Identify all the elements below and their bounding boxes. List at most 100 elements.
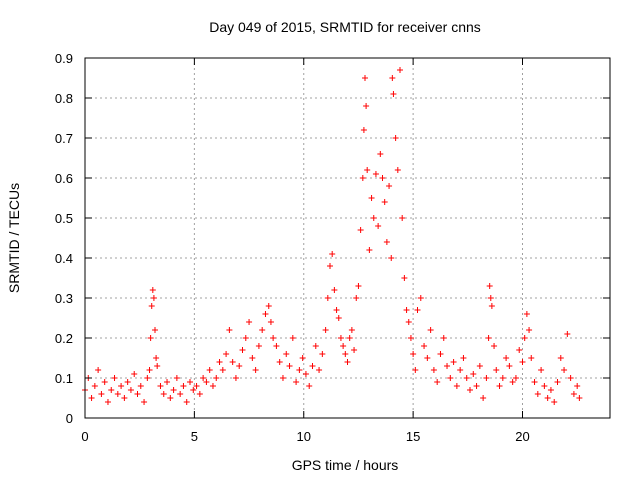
data-point xyxy=(203,379,210,385)
data-point xyxy=(567,375,574,381)
data-point xyxy=(370,215,377,221)
data-point xyxy=(333,307,340,313)
data-point xyxy=(206,367,213,373)
data-point xyxy=(357,227,364,233)
data-point xyxy=(252,367,259,373)
data-point xyxy=(101,379,108,385)
data-point xyxy=(473,383,480,389)
data-point xyxy=(576,395,583,401)
data-point xyxy=(276,359,283,365)
data-point xyxy=(316,367,323,373)
data-point xyxy=(541,383,548,389)
data-point xyxy=(324,295,331,301)
data-point xyxy=(259,327,266,333)
chart-title: Day 049 of 2015, SRMTID for receiver cnn… xyxy=(209,19,481,35)
data-point xyxy=(377,151,384,157)
data-point xyxy=(487,295,494,301)
data-point xyxy=(364,167,371,173)
y-tick-label: 0.9 xyxy=(55,51,73,66)
data-point xyxy=(493,367,500,373)
data-point xyxy=(213,375,220,381)
data-point xyxy=(289,335,296,341)
data-point xyxy=(453,383,460,389)
data-point xyxy=(388,255,395,261)
data-point xyxy=(574,383,581,389)
data-point xyxy=(124,379,131,385)
data-point xyxy=(154,363,161,369)
x-tick-label: 5 xyxy=(191,429,198,444)
data-point xyxy=(286,363,293,369)
data-point xyxy=(329,251,336,257)
data-point xyxy=(362,75,368,81)
data-point xyxy=(229,359,236,365)
data-point xyxy=(403,307,410,313)
data-point xyxy=(450,359,457,365)
data-point xyxy=(564,331,571,337)
data-point xyxy=(255,343,262,349)
y-axis-label: SRMTID / TECUs xyxy=(6,183,22,293)
data-point xyxy=(430,367,437,373)
data-point xyxy=(104,399,111,405)
data-point xyxy=(170,387,177,393)
data-point xyxy=(183,399,190,405)
y-tick-label: 0 xyxy=(66,411,73,426)
data-point xyxy=(551,399,558,405)
y-tick-label: 0.1 xyxy=(55,371,73,386)
data-point xyxy=(239,347,246,353)
data-point xyxy=(414,307,421,313)
data-point xyxy=(164,379,171,385)
data-point xyxy=(327,263,333,269)
data-point xyxy=(121,395,128,401)
data-point xyxy=(457,367,464,373)
data-point xyxy=(460,355,467,361)
data-point xyxy=(561,367,568,373)
data-point xyxy=(405,319,412,325)
data-point xyxy=(440,335,447,341)
data-point xyxy=(309,363,316,369)
data-point xyxy=(467,387,473,393)
data-point xyxy=(153,355,160,361)
data-point xyxy=(372,171,379,177)
data-point xyxy=(265,303,272,309)
data-point xyxy=(389,75,396,81)
data-point xyxy=(351,347,358,353)
data-point xyxy=(232,375,239,381)
data-point xyxy=(137,383,144,389)
data-point xyxy=(173,375,180,381)
data-point xyxy=(394,167,401,173)
data-point xyxy=(88,395,95,401)
data-point xyxy=(299,355,306,361)
data-point xyxy=(355,283,362,289)
data-point xyxy=(496,383,503,389)
data-point xyxy=(95,367,102,373)
data-point xyxy=(335,315,342,321)
y-tick-label: 0.7 xyxy=(55,131,73,146)
data-point xyxy=(386,183,393,189)
data-point xyxy=(98,391,105,397)
data-point xyxy=(509,379,516,385)
data-point xyxy=(538,367,545,373)
data-point xyxy=(424,355,431,361)
data-point xyxy=(187,379,193,385)
data-points xyxy=(82,67,583,405)
data-point xyxy=(147,335,154,341)
data-point xyxy=(363,103,370,109)
data-point xyxy=(111,375,118,381)
data-point xyxy=(407,335,414,341)
data-point xyxy=(390,91,397,97)
data-point xyxy=(486,283,493,289)
data-point xyxy=(302,371,309,377)
data-point xyxy=(91,383,98,389)
data-point xyxy=(134,391,141,397)
data-point xyxy=(503,355,510,361)
y-tick-label: 0.8 xyxy=(55,91,73,106)
y-tick-label: 0.4 xyxy=(55,251,73,266)
data-point xyxy=(118,383,125,389)
data-point xyxy=(366,247,373,253)
data-point xyxy=(375,223,382,229)
y-tick-label: 0.2 xyxy=(55,331,73,346)
x-tick-label: 15 xyxy=(406,429,420,444)
data-point xyxy=(353,295,360,301)
